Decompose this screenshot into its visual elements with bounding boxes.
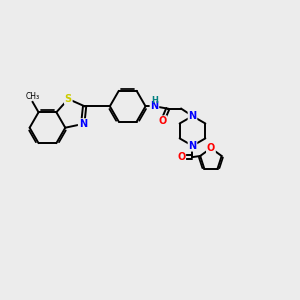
Text: N: N [79,119,87,129]
Text: O: O [158,116,166,126]
Text: N: N [150,101,158,111]
Text: CH₃: CH₃ [26,92,40,101]
Text: N: N [188,141,196,151]
Text: S: S [65,94,72,104]
Text: N: N [188,111,196,121]
Text: H: H [151,96,158,105]
Text: O: O [177,152,185,162]
Text: O: O [207,143,215,153]
